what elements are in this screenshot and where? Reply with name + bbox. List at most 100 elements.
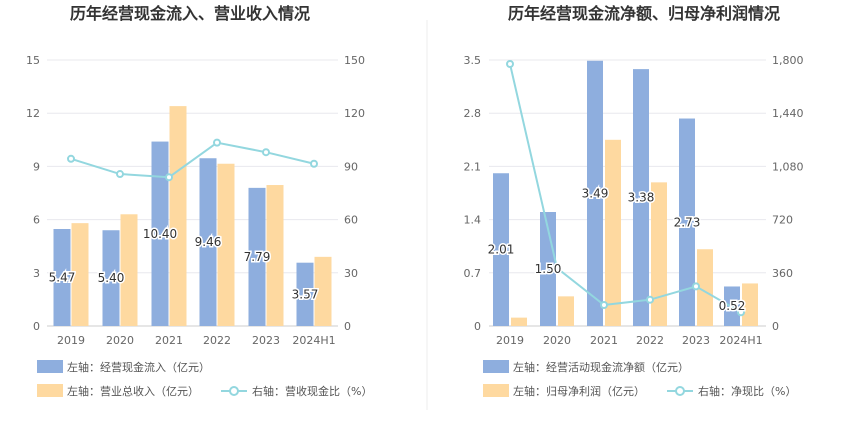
right-axis-tick-label: 1,080 [772, 160, 804, 173]
bar-primary [633, 69, 649, 327]
left-axis-tick-label: 3 [33, 267, 40, 280]
data-label: 2.01 [488, 243, 515, 257]
line-point [600, 301, 608, 310]
bar-primary [151, 141, 169, 326]
right-axis-tick-label: 90 [344, 160, 358, 173]
legend-swatch-bar [37, 384, 63, 397]
bar-secondary [314, 256, 332, 326]
data-label: 0.52 [719, 299, 746, 313]
chart-title: 历年经营现金流入、营业收入情况 [70, 4, 310, 23]
bar-primary [53, 228, 71, 326]
left-axis-tick-label: 2.1 [464, 160, 482, 173]
bar-secondary [651, 182, 667, 326]
x-axis-tick-label: 2024H1 [719, 334, 762, 347]
data-label: 3.38 [628, 191, 655, 205]
left-axis-tick-label: 9 [33, 160, 40, 173]
right-axis-tick-label: 30 [344, 267, 358, 280]
data-label: 2.73 [674, 215, 701, 229]
x-axis-tick-label: 2024H1 [292, 334, 335, 347]
left-axis-tick-label: 2.8 [464, 107, 482, 120]
right-axis-tick-label: 360 [772, 267, 793, 280]
data-label: 5.40 [98, 271, 125, 285]
right-axis-tick-label: 120 [344, 107, 365, 120]
left-axis-tick-label: 6 [33, 214, 40, 227]
series-line [70, 141, 315, 179]
data-label: 9.46 [195, 235, 222, 249]
x-axis-tick-label: 2021 [155, 334, 183, 347]
right-axis-tick-label: 720 [772, 214, 793, 227]
line-point [116, 170, 124, 179]
line-point [646, 295, 654, 304]
right-axis-tick-label: 0 [772, 320, 779, 333]
line-point [692, 282, 700, 291]
bar-primary [587, 60, 603, 326]
data-label: 5.47 [49, 270, 76, 284]
bar-secondary [558, 296, 574, 326]
left-axis-tick-label: 0.7 [464, 267, 482, 280]
line-point [213, 138, 221, 147]
x-axis-tick-label: 2020 [543, 334, 571, 347]
left-axis-tick-label: 1.4 [464, 214, 482, 227]
bar-primary [493, 173, 509, 326]
bar-primary [248, 187, 266, 326]
data-label: 1.50 [535, 262, 562, 276]
chart-1: 历年经营现金流入、营业收入情况 0 0 3 30 6 60 9 90 12 120 15 150 2019… [26, 4, 372, 398]
left-axis-tick-label: 15 [26, 54, 40, 67]
data-label: 3.49 [582, 186, 609, 200]
bar-secondary [605, 139, 621, 326]
x-axis-tick-label: 2023 [252, 334, 280, 347]
legend-label: 左轴：经营现金流入（亿元） [67, 360, 210, 374]
line-point [553, 264, 561, 273]
chart-2: 历年经营现金流净额、归母净利润情况 0 0 0.7 360 1.4 720 2.1 1,080 2… [464, 4, 804, 398]
chart-title: 历年经营现金流净额、归母净利润情况 [508, 4, 780, 23]
legend-swatch-bar [483, 384, 509, 397]
bar-secondary [217, 163, 235, 326]
legend-label: 右轴：营收现金比（%） [252, 384, 372, 398]
right-axis-tick-label: 60 [344, 214, 358, 227]
x-axis-tick-label: 2022 [203, 334, 231, 347]
left-axis-tick-label: 0 [33, 320, 40, 333]
bar-secondary [120, 214, 138, 326]
legend-label: 左轴：归母净利润（亿元） [513, 384, 645, 398]
left-axis-tick-label: 0 [474, 320, 481, 333]
line-point [506, 59, 514, 68]
data-label: 10.40 [143, 227, 177, 241]
bar-primary [540, 212, 556, 326]
legend-swatch-bar [37, 360, 63, 373]
line-point [737, 308, 745, 317]
x-axis-tick-label: 2023 [682, 334, 710, 347]
line-point [262, 148, 270, 157]
legend-label: 右轴：净现比（%） [698, 384, 796, 398]
bar-primary [296, 262, 314, 326]
legend: 左轴：经营现金流入（亿元） 左轴：营业总收入（亿元） 右轴：营收现金比（%） [37, 360, 372, 398]
x-axis-tick-label: 2022 [636, 334, 664, 347]
legend: 左轴：经营活动现金流净额（亿元） 左轴：归母净利润（亿元） 右轴：净现比（%） [483, 360, 796, 398]
line-point [310, 159, 318, 168]
data-label: 7.79 [244, 250, 271, 264]
legend-swatch-marker [675, 386, 685, 396]
legend-label: 左轴：营业总收入（亿元） [67, 384, 199, 398]
bar-secondary [266, 185, 284, 326]
line-point [67, 154, 75, 163]
data-label: 3.57 [292, 287, 319, 301]
x-axis-tick-label: 2021 [590, 334, 618, 347]
legend-swatch-marker [229, 386, 239, 396]
right-axis-tick-label: 0 [344, 320, 351, 333]
bar-secondary [742, 283, 758, 326]
series-line [509, 63, 742, 314]
legend-label: 左轴：经营活动现金流净额（亿元） [513, 360, 689, 374]
x-axis-tick-label: 2019 [496, 334, 524, 347]
left-axis-tick-label: 12 [26, 107, 40, 120]
bar-primary [102, 230, 120, 326]
x-axis-tick-label: 2019 [57, 334, 85, 347]
left-axis-tick-label: 3.5 [464, 54, 482, 67]
bar-secondary [511, 317, 527, 326]
right-axis-tick-label: 1,800 [772, 54, 804, 67]
right-axis-tick-label: 150 [344, 54, 365, 67]
bar-primary [199, 158, 217, 326]
right-axis-tick-label: 1,440 [772, 107, 804, 120]
bar-secondary [71, 223, 89, 326]
bar-secondary [169, 106, 187, 327]
x-axis-tick-label: 2020 [106, 334, 134, 347]
